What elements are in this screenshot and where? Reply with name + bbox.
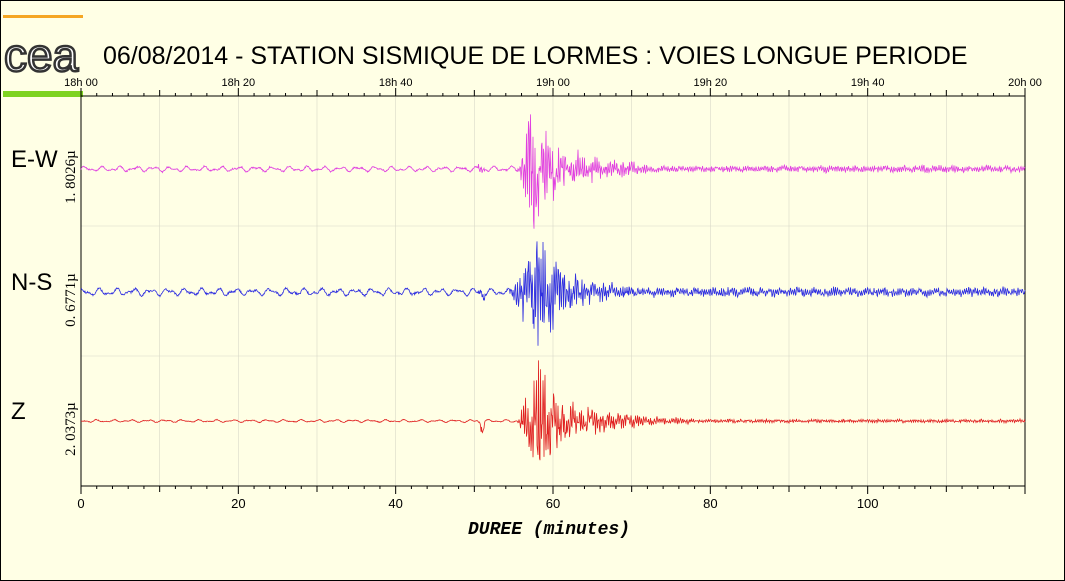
time-tick-label: 20h 00 (1008, 77, 1042, 89)
time-tick-label: 18h 00 (64, 77, 98, 89)
channel-label: Z (11, 398, 26, 425)
logo-top-bar (3, 15, 83, 18)
x-tick-label: 0 (77, 496, 84, 511)
scale-label: 1. 8026µ (63, 150, 79, 204)
logo-text: cea (4, 29, 79, 81)
time-tick-label: 19h 00 (536, 77, 570, 89)
x-tick-label: 60 (546, 496, 560, 511)
trace-n-s (80, 241, 1026, 346)
time-tick-label: 18h 20 (222, 77, 256, 89)
logo-bottom-bar (3, 91, 83, 97)
channel-label: N-S (11, 269, 52, 296)
x-tick-label: 40 (388, 496, 402, 511)
trace-e-w (80, 114, 1026, 229)
channel-label: E-W (11, 146, 58, 173)
time-tick-label: 19h 40 (851, 77, 885, 89)
axes: 18h 00 18h 20 18h 40 19h 00 19h 20 19h 40 20h … (11, 77, 1042, 511)
chart-title: 06/08/2014 - STATION SISMIQUE DE LORMES … (103, 42, 968, 70)
scale-label: 2. 0373µ (63, 402, 79, 456)
x-tick-label: 100 (857, 496, 879, 511)
trace-z (80, 360, 1026, 461)
x-tick-label: 20 (231, 496, 245, 511)
cea-logo: cea (3, 15, 83, 97)
traces (80, 114, 1026, 461)
x-tick-label: 80 (703, 496, 717, 511)
x-axis-label: DUREE (minutes) (468, 520, 630, 540)
scale-label: 0. 6771µ (63, 273, 79, 327)
time-tick-label: 18h 40 (379, 77, 413, 89)
time-tick-label: 19h 20 (694, 77, 728, 89)
